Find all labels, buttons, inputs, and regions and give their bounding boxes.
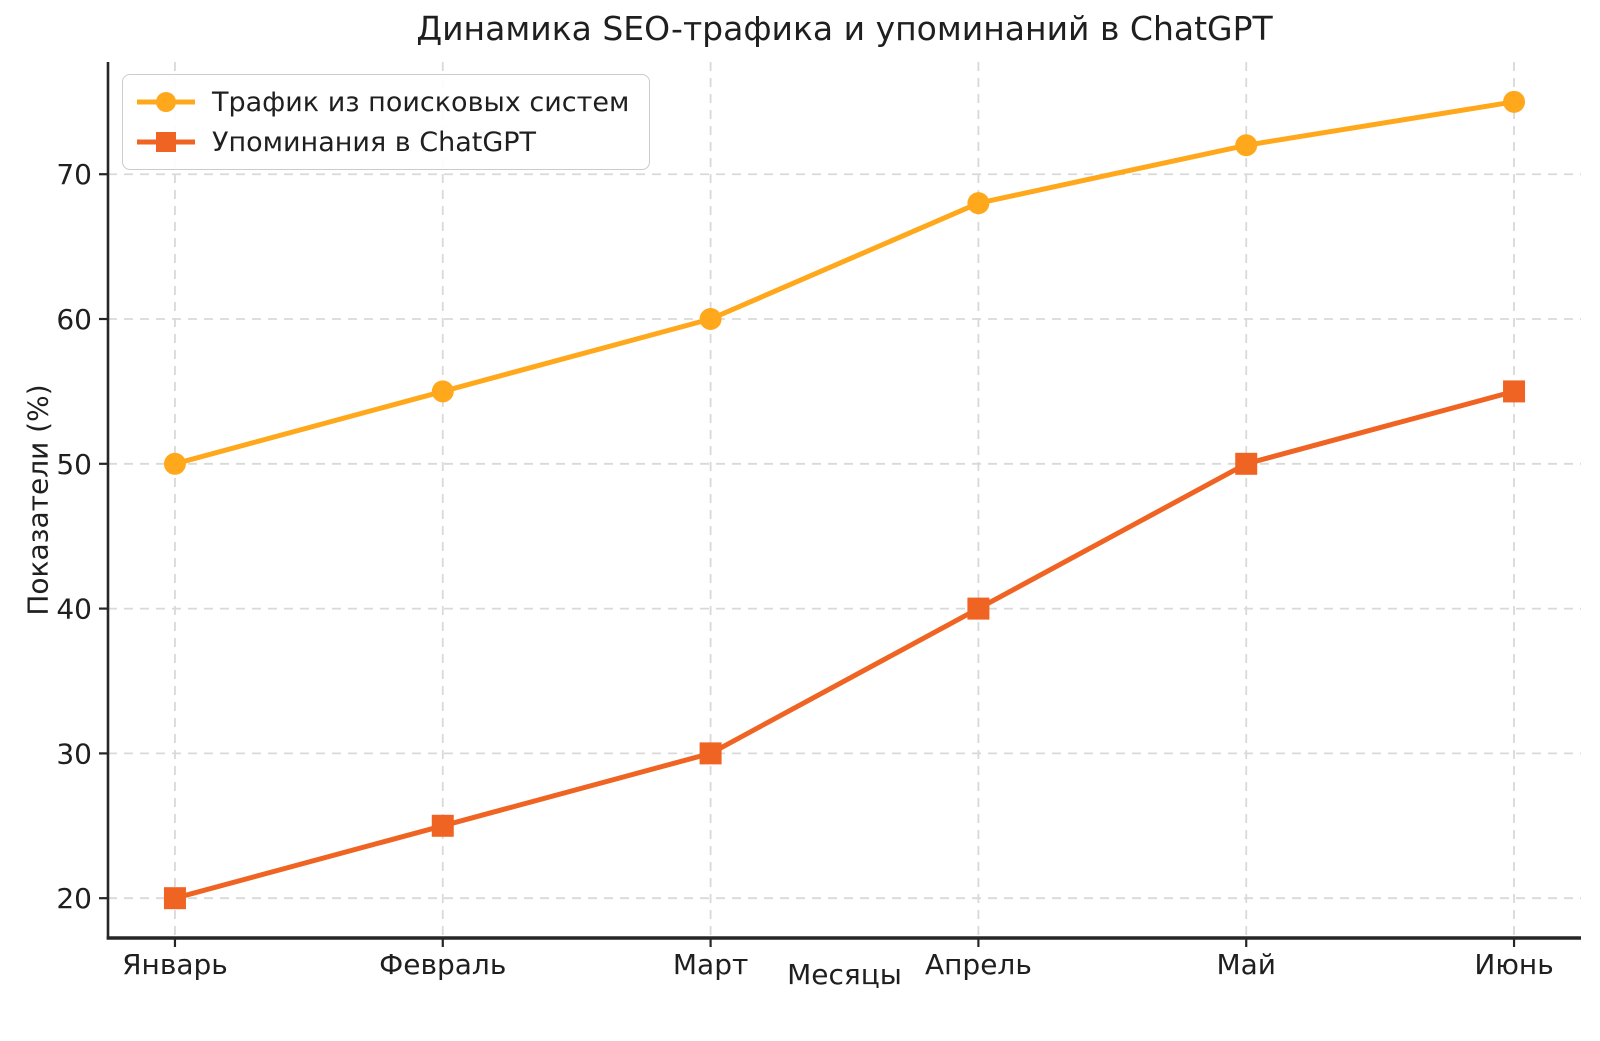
data-point-series2 (1235, 452, 1258, 475)
y-tick-label: 50 (56, 448, 92, 481)
data-point-series2 (967, 597, 990, 620)
legend-circle-marker-icon (137, 92, 195, 112)
y-tick-label: 40 (56, 593, 92, 626)
y-tick-label: 20 (56, 882, 92, 915)
legend-item-2: Упоминания в ChatGPT (135, 124, 629, 160)
x-tick-label: Июнь (1474, 948, 1553, 981)
legend-label-1: Трафик из поисковых систем (212, 86, 630, 118)
legend-label-2: Упоминания в ChatGPT (212, 126, 537, 158)
data-point-series1 (431, 380, 454, 403)
data-point-series2 (431, 814, 454, 837)
data-point-series2 (699, 742, 722, 765)
data-point-series1 (163, 452, 186, 475)
x-tick-label: Апрель (925, 948, 1032, 981)
y-tick-label: 30 (56, 737, 92, 770)
legend-square-marker-icon (137, 132, 195, 152)
y-tick-label: 70 (56, 158, 92, 191)
data-point-series1 (967, 192, 990, 215)
x-tick-label: Февраль (379, 948, 506, 981)
legend-item-1: Трафик из поисковых систем (135, 84, 629, 120)
x-tick-label: Январь (122, 948, 228, 981)
x-tick-label: Май (1216, 948, 1276, 981)
data-point-series2 (1503, 380, 1526, 403)
chart-title: Динамика SEO-трафика и упоминаний в Chat… (416, 9, 1273, 48)
data-point-series2 (163, 887, 186, 910)
x-tick-label: Март (673, 948, 748, 981)
data-point-series1 (699, 308, 722, 331)
data-point-series1 (1503, 90, 1526, 113)
x-axis-label: Месяцы (787, 958, 902, 991)
y-tick-label: 60 (56, 303, 92, 336)
legend: Трафик из поисковых систем Упоминания в C… (122, 74, 651, 170)
data-point-series1 (1235, 134, 1258, 157)
series-line-2 (172, 388, 1517, 901)
series-line-1 (172, 99, 1517, 467)
